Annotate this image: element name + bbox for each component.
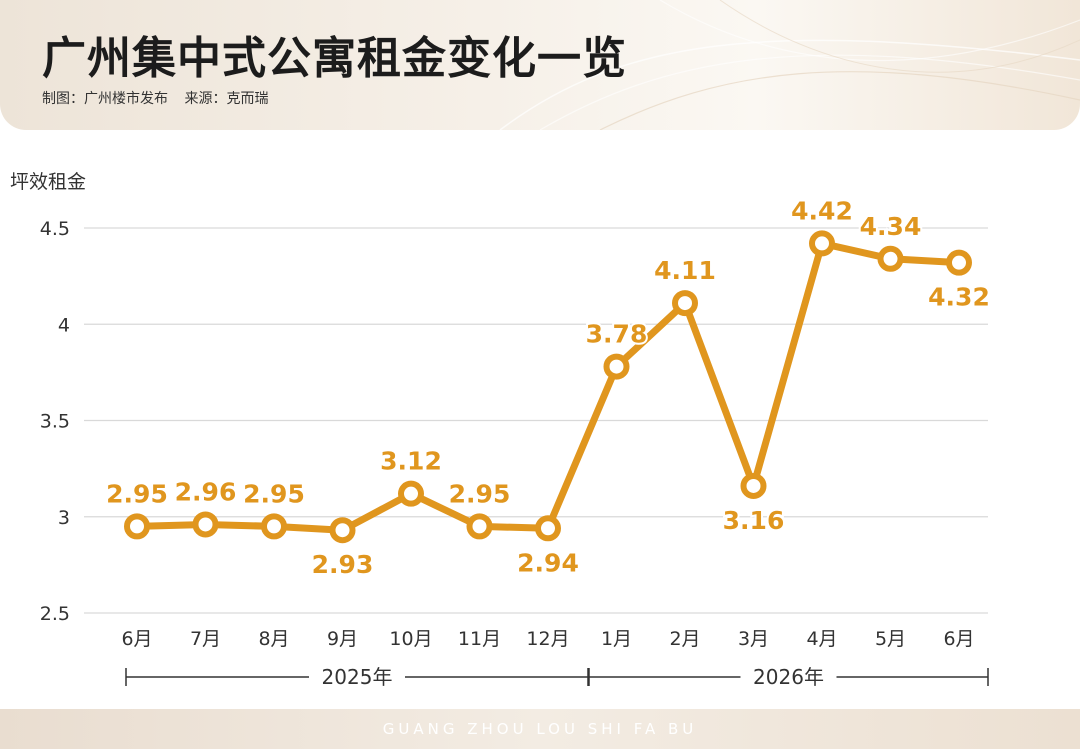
data-label: 2.95 bbox=[243, 479, 305, 508]
data-point bbox=[398, 480, 424, 507]
data-label: 2.95 bbox=[106, 479, 168, 508]
x-tick-label: 12月 bbox=[526, 628, 569, 650]
data-point bbox=[124, 513, 150, 540]
data-label: 4.34 bbox=[860, 212, 922, 241]
y-tick-label: 3 bbox=[58, 507, 70, 529]
data-point bbox=[603, 353, 630, 380]
header-banner: 广州集中式公寓租金变化一览 制图：广州楼市发布 来源：克而瑞 bbox=[0, 0, 1080, 130]
data-point bbox=[535, 515, 561, 542]
chart-credits: 制图：广州楼市发布 来源：克而瑞 bbox=[42, 88, 280, 108]
y-axis-label: 坪效租金 bbox=[10, 171, 86, 193]
data-point bbox=[809, 230, 835, 257]
footer-text: GUANG ZHOU LOU SHI FA BU bbox=[382, 720, 698, 738]
year-group-label: 2026年 bbox=[753, 665, 824, 689]
data-label: 4.32 bbox=[928, 283, 990, 312]
data-point bbox=[261, 513, 287, 540]
decorative-waves bbox=[499, 0, 1080, 130]
maker-credit: 制图：广州楼市发布 bbox=[42, 91, 168, 107]
data-label: 2.93 bbox=[312, 550, 374, 579]
data-label: 2.96 bbox=[175, 477, 237, 506]
y-tick-label: 3.5 bbox=[40, 411, 70, 433]
data-point bbox=[740, 472, 767, 499]
source-credit: 来源：克而瑞 bbox=[184, 91, 269, 107]
data-point bbox=[946, 249, 972, 276]
x-tick-label: 8月 bbox=[258, 628, 289, 650]
x-tick-label: 7月 bbox=[190, 628, 221, 650]
footer-banner: GUANG ZHOU LOU SHI FA BU bbox=[0, 709, 1080, 749]
data-label: 3.12 bbox=[380, 447, 442, 476]
x-tick-label: 6月 bbox=[121, 628, 152, 650]
data-point bbox=[877, 245, 904, 272]
x-tick-label: 10月 bbox=[389, 628, 432, 650]
y-tick-label: 2.5 bbox=[40, 603, 70, 625]
data-point bbox=[329, 517, 356, 544]
data-point bbox=[466, 513, 493, 540]
x-tick-label: 4月 bbox=[806, 628, 837, 650]
x-tick-label: 3月 bbox=[738, 628, 769, 650]
data-label: 3.78 bbox=[586, 320, 648, 349]
year-group-label: 2025年 bbox=[322, 665, 393, 689]
x-tick-label: 1月 bbox=[601, 628, 632, 650]
data-point bbox=[672, 290, 698, 317]
x-tick-label: 5月 bbox=[875, 628, 906, 650]
x-tick-label: 2月 bbox=[669, 628, 700, 650]
data-point bbox=[192, 511, 219, 538]
y-tick-label: 4.5 bbox=[40, 218, 70, 240]
data-label: 3.16 bbox=[723, 506, 785, 535]
x-tick-label: 6月 bbox=[943, 628, 974, 650]
data-label: 4.11 bbox=[654, 256, 716, 285]
data-label: 2.95 bbox=[449, 479, 511, 508]
data-label: 2.94 bbox=[517, 548, 579, 577]
page-title: 广州集中式公寓租金变化一览 bbox=[42, 33, 627, 84]
data-label: 4.42 bbox=[791, 196, 853, 225]
x-tick-label: 11月 bbox=[458, 628, 501, 650]
y-tick-label: 4 bbox=[58, 314, 70, 336]
x-tick-label: 9月 bbox=[327, 628, 358, 650]
